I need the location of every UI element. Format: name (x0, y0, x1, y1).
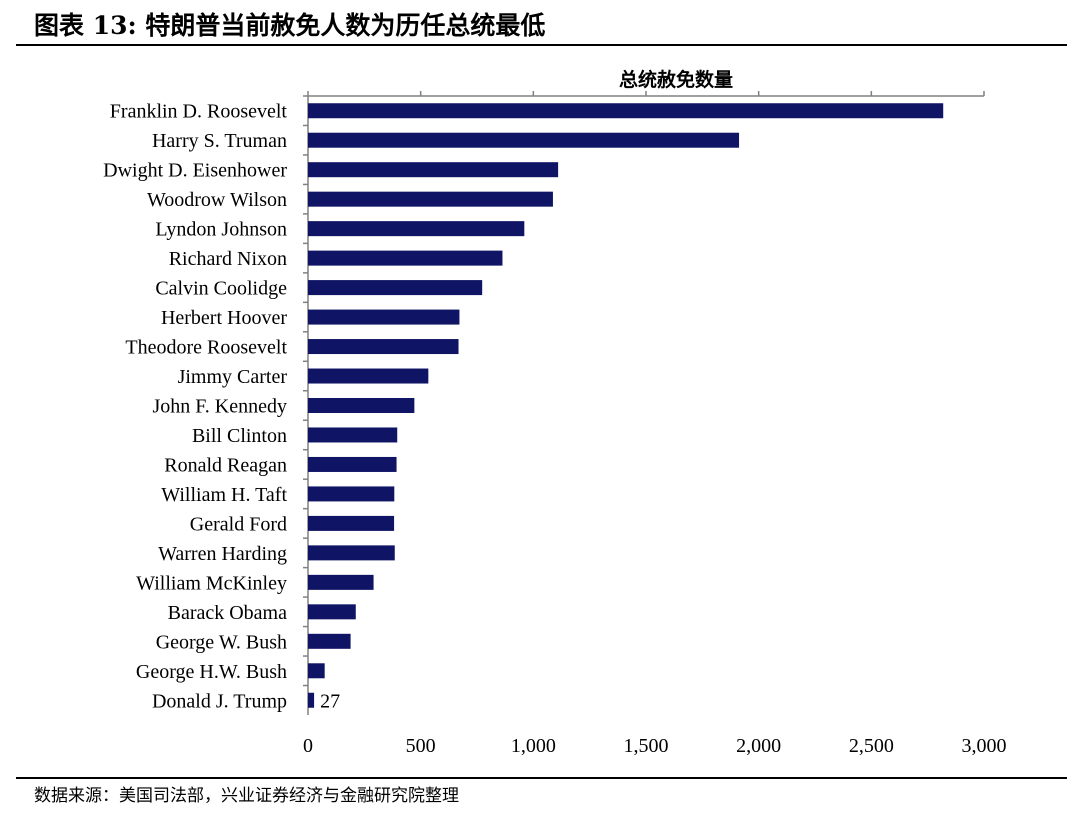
bar (308, 162, 559, 178)
bar (308, 545, 395, 561)
bar (308, 574, 374, 590)
bar (308, 103, 944, 119)
category-label: Jimmy Carter (178, 366, 288, 388)
bar (308, 132, 740, 148)
category-label: Franklin D. Roosevelt (110, 101, 288, 123)
bar (308, 604, 356, 620)
category-label: Woodrow Wilson (147, 189, 287, 211)
category-label: Lyndon Johnson (155, 219, 287, 241)
bar (308, 515, 395, 531)
category-label: Herbert Hoover (161, 307, 287, 329)
category-label: Calvin Coolidge (155, 278, 287, 300)
category-label: Ronald Reagan (164, 454, 287, 476)
x-tick-label: 3,000 (962, 735, 1007, 757)
x-tick-label: 500 (406, 735, 436, 757)
category-label: Bill Clinton (192, 425, 287, 447)
x-tick-label: 0 (303, 735, 313, 757)
category-label: William McKinley (136, 572, 287, 594)
x-tick-label: 2,500 (849, 735, 894, 757)
bar (308, 633, 351, 649)
source-note: 数据来源：美国司法部，兴业证券经济与金融研究院整理 (34, 786, 459, 806)
bar (308, 309, 460, 325)
category-label: Dwight D. Eisenhower (103, 160, 287, 182)
chart-title: 总统赦免数量 (619, 68, 733, 91)
bar (308, 398, 415, 413)
bar (308, 663, 325, 679)
bar (308, 250, 503, 266)
x-tick-label: 1,500 (624, 735, 669, 757)
category-label: Donald J. Trump (152, 690, 287, 712)
bar (308, 692, 315, 708)
category-label: Gerald Ford (190, 513, 287, 535)
category-label: Harry S. Truman (152, 130, 287, 152)
bottom-rule (16, 777, 1067, 779)
bar (308, 486, 395, 502)
figure-title: 图表 13: 特朗普当前赦免人数为历任总统最低 (34, 11, 546, 40)
bar (308, 221, 525, 237)
bar (308, 456, 397, 472)
x-tick-label: 1,000 (511, 735, 556, 757)
bar (308, 427, 398, 443)
bar (308, 191, 553, 207)
bar (308, 368, 429, 384)
bar (308, 280, 483, 296)
category-label: William H. Taft (161, 484, 287, 506)
category-label: Richard Nixon (169, 248, 287, 270)
data-label: 27 (320, 690, 340, 712)
category-label: Theodore Roosevelt (125, 337, 287, 359)
category-label: John F. Kennedy (152, 396, 287, 418)
category-label: George W. Bush (156, 631, 287, 653)
x-tick-label: 2,000 (736, 735, 781, 757)
top-rule (16, 44, 1067, 46)
category-label: Warren Harding (158, 543, 287, 565)
category-label: George H.W. Bush (136, 661, 287, 683)
bar (308, 339, 459, 355)
category-label: Barack Obama (168, 602, 288, 624)
